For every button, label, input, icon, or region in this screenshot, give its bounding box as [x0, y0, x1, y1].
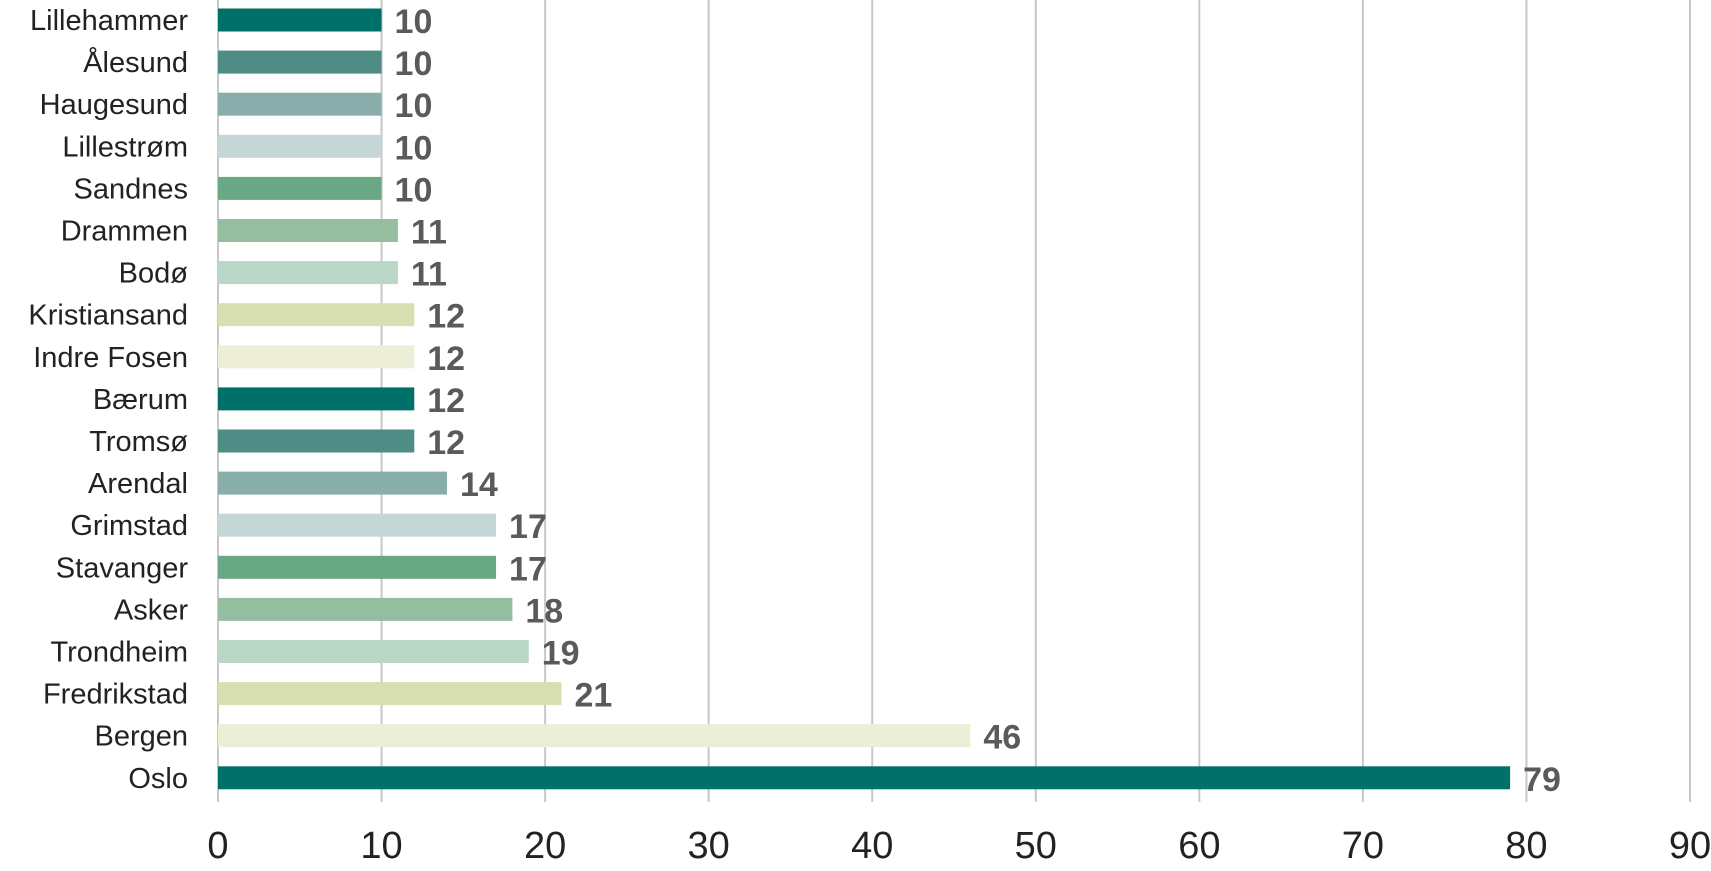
data-label: 12 [427, 340, 465, 378]
bar-ålesund [218, 50, 382, 74]
category-label: Sandnes [74, 173, 189, 205]
category-label: Lillestrøm [62, 131, 188, 163]
category-label: Stavanger [56, 552, 189, 584]
data-label: 10 [395, 171, 433, 209]
data-label: 46 [983, 719, 1021, 757]
category-label: Tromsø [89, 426, 188, 458]
bar-stavanger [218, 555, 497, 579]
category-labels: Lillehammer Ålesund Haugesund Lillestrøm San… [28, 5, 188, 795]
bar-bærum [218, 387, 415, 411]
data-label: 12 [427, 424, 465, 462]
x-tick-label: 20 [524, 825, 566, 867]
bar-grimstad [218, 513, 497, 537]
x-axis-tick-labels: 0 10 20 30 40 50 60 70 80 90 [207, 825, 1711, 867]
bar-kristiansand [218, 303, 415, 327]
data-label: 10 [395, 129, 433, 167]
category-label: Trondheim [50, 637, 188, 669]
gridlines [217, 0, 1691, 802]
data-label: 11 [411, 214, 447, 252]
category-label: Grimstad [70, 510, 188, 542]
data-label: 79 [1523, 761, 1561, 799]
bar-arendal [218, 471, 447, 495]
category-label: Bærum [93, 384, 188, 416]
data-label: 10 [395, 45, 433, 83]
data-label: 10 [395, 3, 433, 41]
bar-lillehammer [218, 8, 382, 32]
category-label: Bergen [94, 721, 188, 753]
x-tick-label: 70 [1342, 825, 1384, 867]
bar-drammen [218, 219, 398, 242]
category-label: Kristiansand [28, 300, 188, 332]
category-label: Haugesund [40, 89, 188, 121]
bar-bergen [218, 724, 971, 748]
category-label: Bodø [119, 258, 189, 290]
bar-asker [218, 597, 513, 621]
data-label: 14 [460, 466, 498, 504]
data-label: 21 [574, 677, 612, 715]
bar-trondheim [218, 640, 529, 663]
category-label: Drammen [61, 216, 188, 248]
category-label: Lillehammer [30, 5, 188, 37]
x-tick-label: 40 [851, 825, 893, 867]
data-label: 17 [509, 508, 547, 546]
data-label: 10 [395, 87, 433, 125]
bar-indre-fosen [218, 345, 415, 369]
x-tick-label: 30 [688, 825, 730, 867]
bar-lillestrøm [218, 134, 382, 158]
x-tick-label: 90 [1669, 825, 1711, 867]
x-tick-label: 10 [360, 825, 402, 867]
x-tick-label: 60 [1178, 825, 1220, 867]
bar-bodø [218, 261, 398, 285]
data-label: 11 [411, 256, 447, 294]
bar-sandnes [218, 176, 382, 200]
data-labels: 10 10 10 10 10 11 11 12 12 12 12 14 17 17 18 19 21 46 79 [395, 3, 1561, 799]
bars [218, 8, 1511, 790]
data-label: 12 [427, 298, 465, 336]
x-tick-label: 50 [1015, 825, 1057, 867]
bar-tromsø [218, 429, 415, 453]
data-label: 17 [509, 550, 547, 588]
category-label: Arendal [88, 468, 188, 500]
category-label: Indre Fosen [33, 342, 188, 374]
bar-haugesund [218, 92, 382, 116]
x-tick-label: 0 [207, 825, 228, 867]
bar-oslo [218, 766, 1511, 790]
data-label: 19 [542, 635, 580, 673]
category-label: Oslo [128, 763, 188, 795]
category-label: Asker [114, 594, 188, 626]
bar-fredrikstad [218, 682, 562, 706]
category-label: Fredrikstad [43, 679, 188, 711]
data-label: 12 [427, 382, 465, 420]
data-label: 18 [525, 592, 563, 630]
x-tick-label: 80 [1505, 825, 1547, 867]
category-label: Ålesund [83, 46, 188, 79]
